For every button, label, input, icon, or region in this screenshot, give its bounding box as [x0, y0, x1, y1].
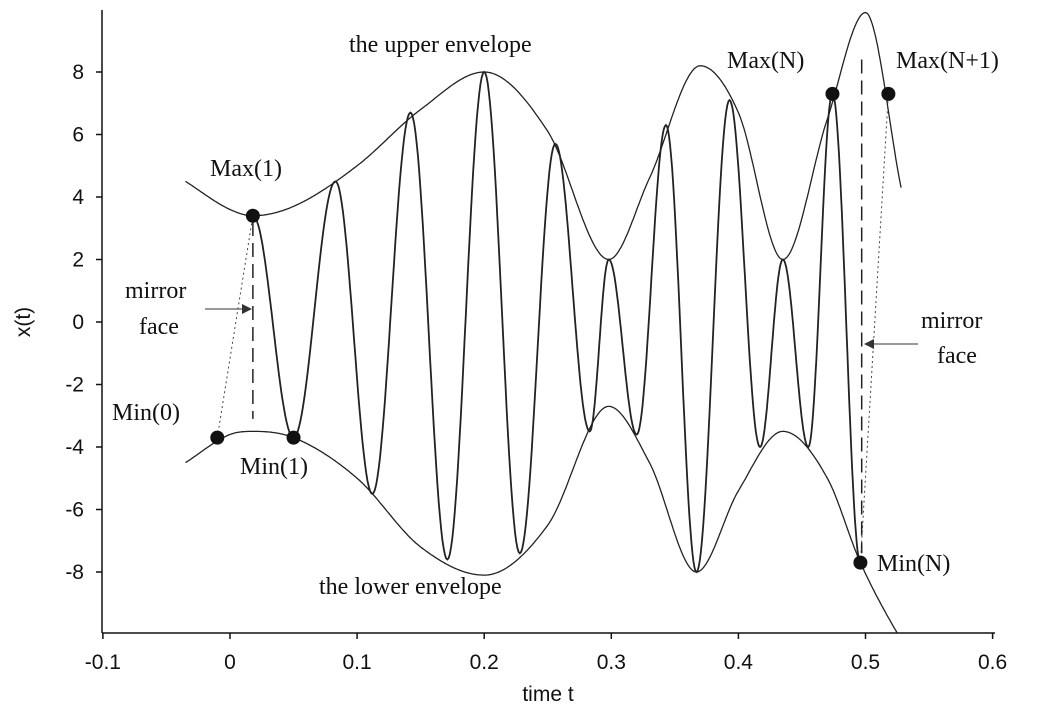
point-label-max1: Max(1) — [210, 156, 282, 182]
mirror-connector — [216, 215, 254, 438]
y-ticks: 8 6 4 2 0 -2 -4 -6 -8 — [65, 61, 102, 584]
mirror-label-left-line1: mirror — [125, 278, 186, 304]
annotations: the upper envelope the lower envelope mi… — [112, 32, 999, 600]
extremum-point — [825, 86, 840, 101]
mirror-label-right-line1: mirror — [921, 308, 982, 334]
mirror-lines — [216, 59, 889, 563]
y-tick-label: 2 — [72, 249, 84, 272]
point-label-min0: Min(0) — [112, 400, 180, 426]
mirror-label-right-line2: face — [937, 343, 977, 369]
extremum-point — [286, 430, 301, 445]
y-tick-label: -6 — [65, 499, 84, 522]
y-tick-label: 8 — [72, 61, 84, 84]
x-tick-label: 0.6 — [978, 651, 1007, 674]
mirror-connector — [859, 93, 889, 563]
x-tick-label: 0.2 — [470, 651, 499, 674]
y-tick-label: -8 — [65, 561, 84, 584]
y-tick-label: 4 — [72, 186, 84, 209]
x-tick-label: 0.5 — [851, 651, 880, 674]
upper-envelope-label: the upper envelope — [349, 32, 532, 58]
y-axis-title: x(t) — [12, 307, 35, 337]
x-tick-label: 0 — [224, 651, 236, 674]
x-tick-label: -0.1 — [85, 651, 121, 674]
point-label-maxN: Max(N) — [727, 48, 804, 74]
y-tick-label: 0 — [72, 311, 84, 334]
x-tick-label: 0.1 — [342, 651, 371, 674]
signal-curve — [252, 70, 862, 574]
extremum-point — [245, 208, 260, 223]
arrow-right-head — [864, 339, 874, 349]
point-label-maxN1: Max(N+1) — [896, 48, 999, 74]
extremum-point — [210, 430, 225, 445]
x-axis-title: time t — [522, 683, 574, 706]
y-tick-label: -4 — [65, 436, 84, 459]
extremum-point — [881, 86, 896, 101]
point-label-min1: Min(1) — [240, 454, 308, 480]
arrow-left-head — [242, 304, 252, 314]
x-tick-label: 0.4 — [724, 651, 754, 674]
plot-area — [185, 11, 902, 634]
y-tick-label: -2 — [65, 374, 84, 397]
lower-envelope-curve — [185, 405, 898, 634]
point-label-minN: Min(N) — [877, 551, 950, 577]
x-tick-label: 0.3 — [597, 651, 626, 674]
mirror-label-left-line2: face — [139, 314, 179, 340]
y-tick-label: 6 — [72, 124, 84, 147]
upper-envelope-curve — [185, 11, 902, 261]
extremum-point — [853, 555, 868, 570]
extrema-points — [210, 86, 896, 570]
lower-envelope-label: the lower envelope — [319, 574, 502, 600]
x-ticks: -0.1 0 0.1 0.2 0.3 0.4 0.5 0.6 — [85, 633, 1007, 674]
